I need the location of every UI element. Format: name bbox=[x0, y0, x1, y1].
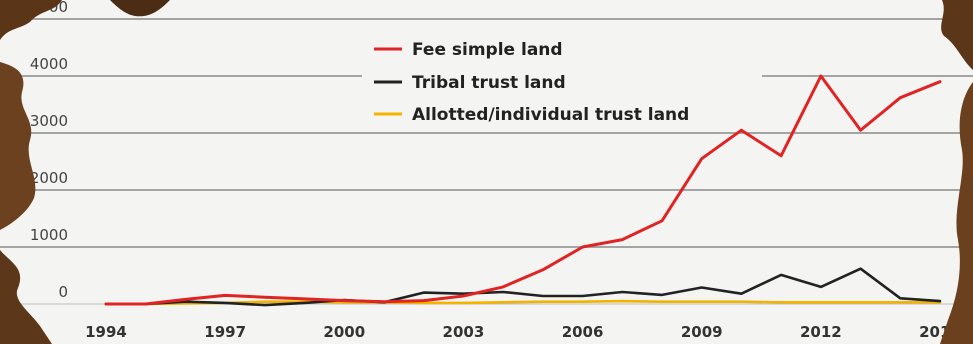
legend-label-2: Allotted/individual trust land bbox=[412, 105, 689, 125]
x-tick-label-2009: 2009 bbox=[681, 323, 723, 341]
x-tick-label-2006: 2006 bbox=[562, 323, 604, 341]
y-tick-label-0: 0 bbox=[58, 283, 68, 301]
x-axis-ticks: 1994 1997 2000 2003 2006 2009 2012 2015 bbox=[85, 323, 961, 341]
x-tick-label-2003: 2003 bbox=[443, 323, 485, 341]
y-tick-label-2000: 2000 bbox=[30, 169, 68, 187]
y-tick-label-4000: 4000 bbox=[30, 55, 68, 73]
y-tick-label-3000: 3000 bbox=[30, 112, 68, 130]
x-tick-label-1997: 1997 bbox=[204, 323, 246, 341]
legend: Fee simple land Tribal trust land Allotted… bbox=[362, 32, 762, 128]
series-line-tribal-trust-land bbox=[106, 269, 940, 305]
x-tick-label-2000: 2000 bbox=[323, 323, 365, 341]
y-tick-label-1000: 1000 bbox=[30, 226, 68, 244]
legend-label-1: Tribal trust land bbox=[412, 73, 566, 93]
legend-label-0: Fee simple land bbox=[412, 40, 563, 60]
y-axis-ticks: 010002000300040005000 bbox=[30, 0, 68, 301]
x-tick-label-2012: 2012 bbox=[800, 323, 842, 341]
x-tick-label-1994: 1994 bbox=[85, 323, 127, 341]
